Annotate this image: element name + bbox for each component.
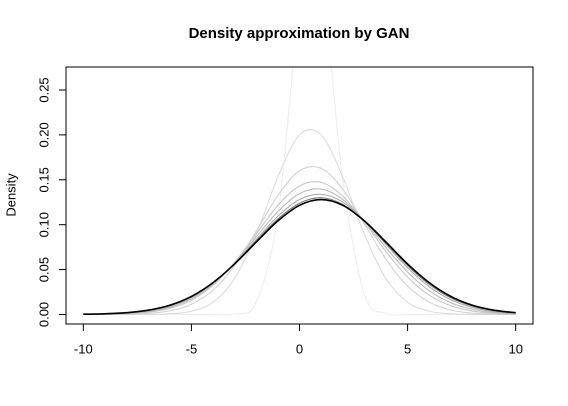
series-line bbox=[83, 166, 516, 316]
series-line bbox=[83, 67, 516, 316]
x-tick-label: 5 bbox=[404, 341, 411, 356]
series-line bbox=[83, 188, 516, 315]
y-axis-label: Density bbox=[3, 173, 18, 217]
series-line bbox=[83, 129, 516, 316]
chart-title: Density approximation by GAN bbox=[189, 25, 410, 42]
plot-frame bbox=[65, 66, 534, 325]
y-tick-label: 0.10 bbox=[36, 212, 51, 237]
x-tick-label: 10 bbox=[508, 341, 522, 356]
y-tick-label: 0.25 bbox=[36, 77, 51, 102]
series-line bbox=[83, 198, 516, 316]
series-line bbox=[83, 181, 516, 315]
x-tick-label: -5 bbox=[186, 341, 198, 356]
y-tick-label: 0.15 bbox=[36, 167, 51, 192]
x-tick-label: -10 bbox=[74, 341, 93, 356]
y-tick-label: 0.20 bbox=[36, 122, 51, 147]
x-tick-label: 0 bbox=[296, 341, 303, 356]
plot-area bbox=[83, 67, 516, 316]
y-tick-label: 0.00 bbox=[36, 302, 51, 327]
y-tick-label: 0.05 bbox=[36, 257, 51, 282]
